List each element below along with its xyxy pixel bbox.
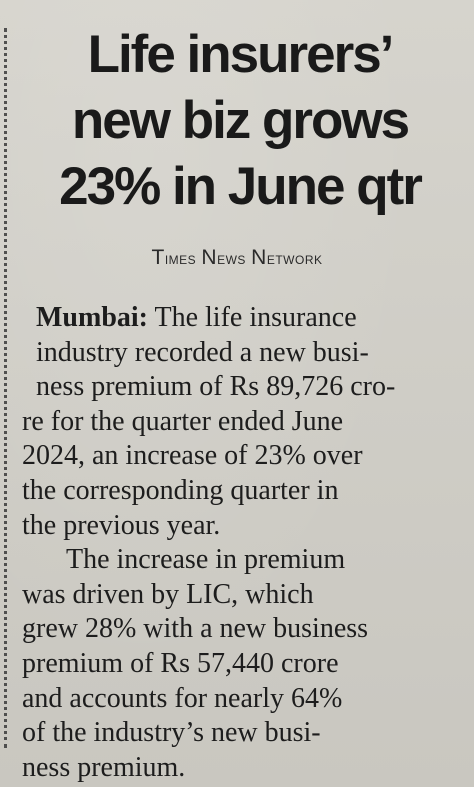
- body-line: ness premium.: [22, 751, 186, 783]
- byline-rest-3: etwork: [266, 249, 323, 268]
- body-line: was driven by LIC, which: [22, 578, 314, 610]
- body-line: the corresponding quarter in: [22, 474, 339, 506]
- body-text: The life insurance: [148, 302, 357, 333]
- body-line: of the industry’s new busi-: [22, 717, 321, 749]
- body-line: The increase in premium: [66, 544, 346, 576]
- headline: Life insurers’ new biz grows 23% in June…: [18, 22, 462, 220]
- article-body: Mumbai: The life insurance industry reco…: [22, 301, 466, 785]
- byline: Times News Network: [0, 246, 474, 270]
- body-line: premium of Rs 57,440 crore: [22, 647, 339, 679]
- body-line: ness premium of Rs 89,726 cro-: [36, 371, 396, 403]
- body-line: and accounts for nearly 64%: [22, 682, 343, 714]
- body-line: grew 28% with a new business: [22, 613, 369, 645]
- byline-initial-3: N: [251, 246, 267, 269]
- byline-initial-2: N: [201, 246, 218, 269]
- dateline: Mumbai:: [36, 302, 148, 333]
- headline-line-3: 23% in June qtr: [59, 157, 423, 216]
- column-dotted-rule: [4, 28, 7, 748]
- body-line: Mumbai: The life insurance: [22, 301, 466, 336]
- body-line: 2024, an increase of 23% over: [22, 440, 363, 472]
- headline-line-1: Life insurers’: [87, 25, 395, 84]
- headline-line-2: new biz grows: [71, 91, 410, 150]
- byline-rest-1: imes: [164, 249, 197, 268]
- byline-rest-2: ews: [217, 249, 246, 268]
- body-line: industry recorded a new busi-: [36, 336, 369, 368]
- body-line: the previous year.: [22, 509, 221, 541]
- byline-initial-1: T: [151, 246, 165, 269]
- body-line: re for the quarter ended June: [22, 405, 344, 437]
